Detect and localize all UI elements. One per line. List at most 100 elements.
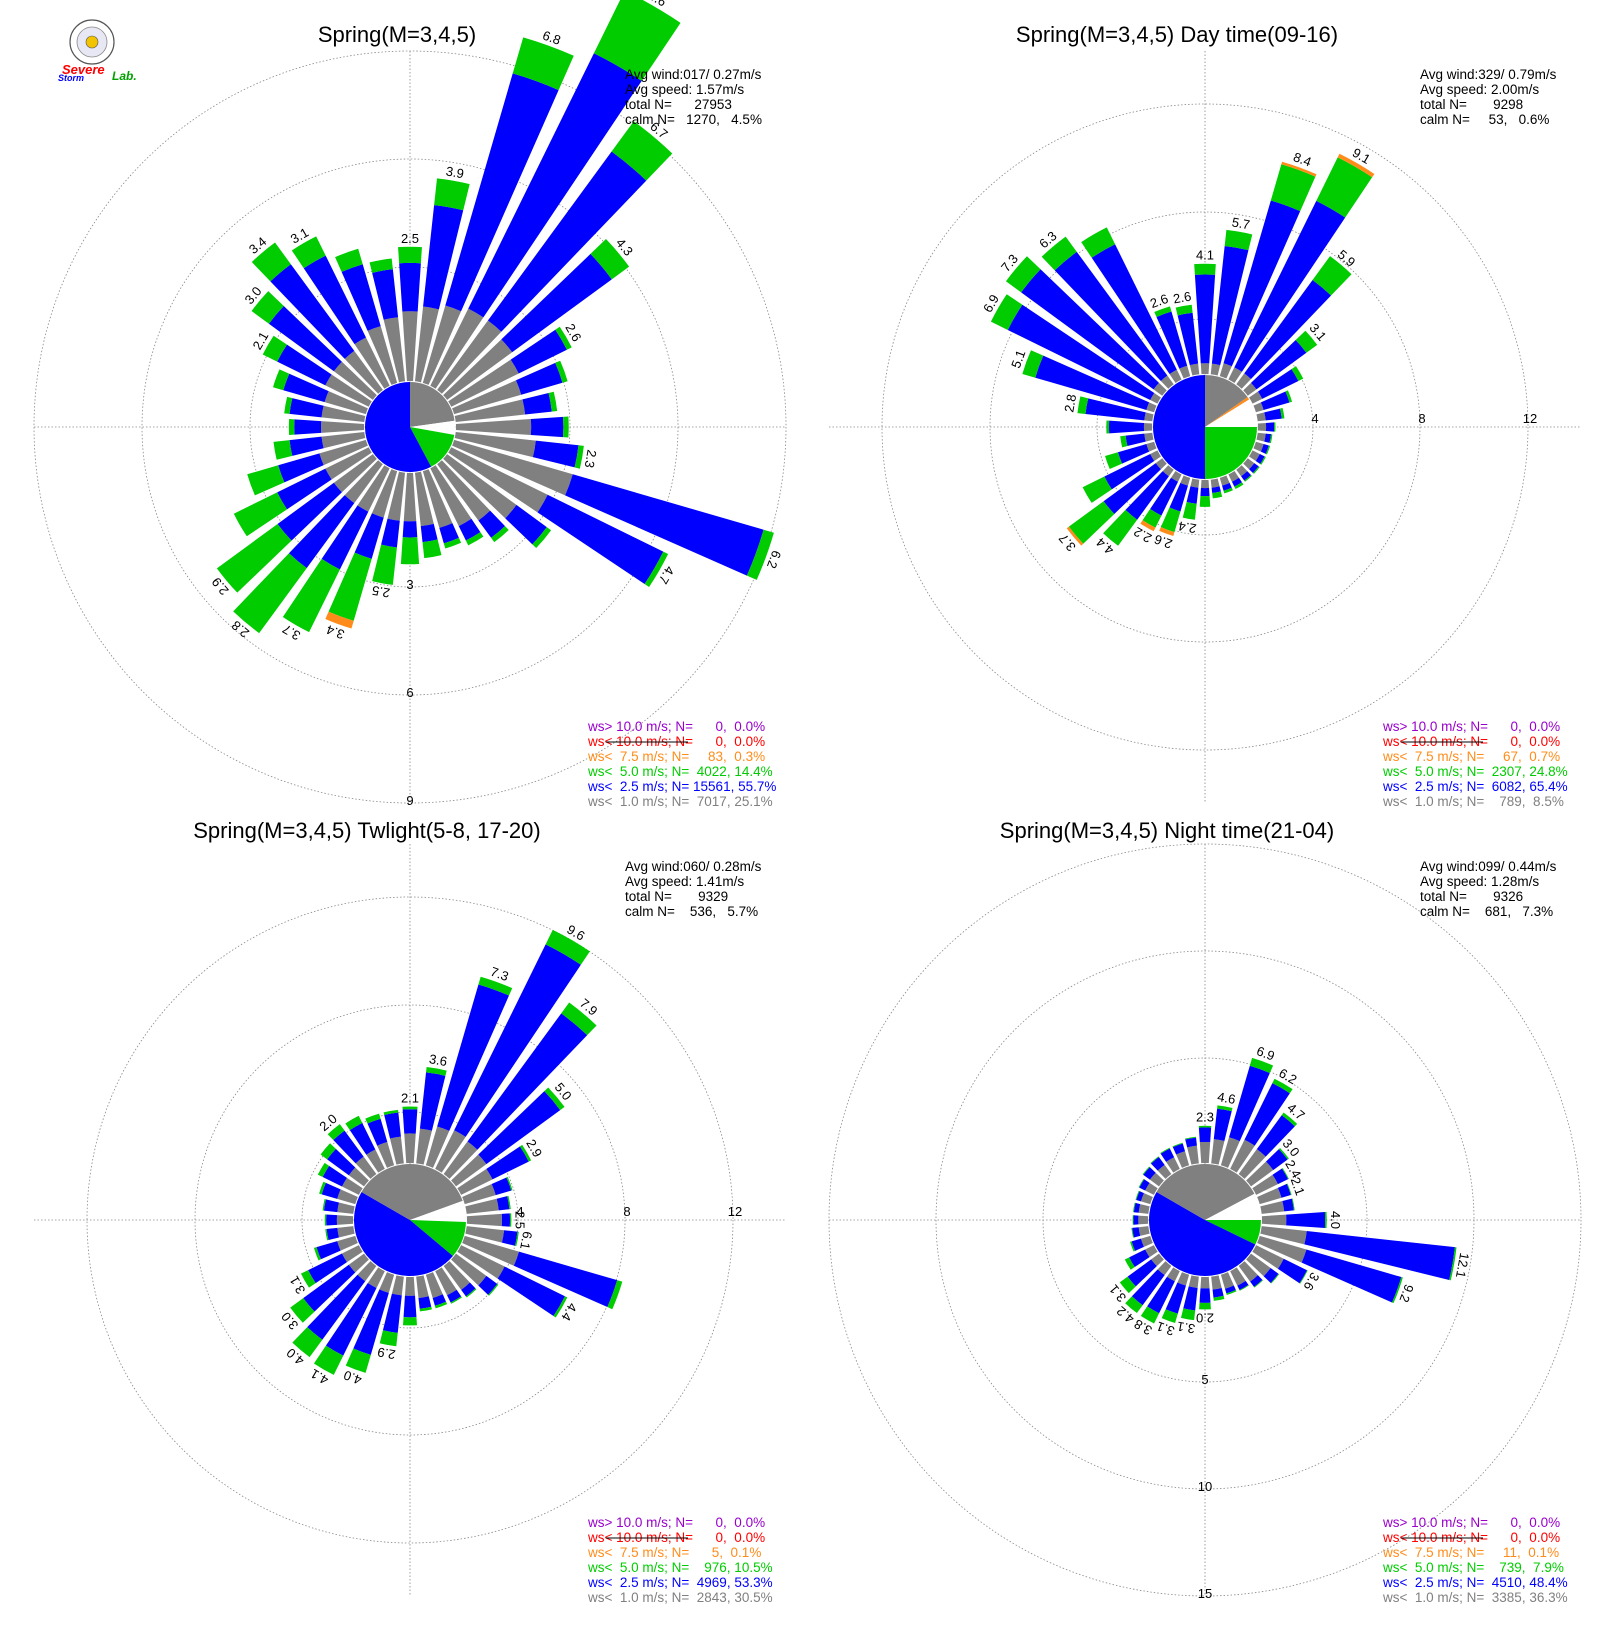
- petal-segment: [1295, 330, 1318, 353]
- petal-segment: [328, 552, 372, 621]
- petal-segment: [419, 1306, 432, 1312]
- petal-segment: [321, 1182, 341, 1199]
- petal-segment: [1155, 458, 1167, 470]
- petal-segment: [461, 1282, 476, 1297]
- petal-segment: [1177, 312, 1199, 366]
- petal-segment: [1007, 304, 1155, 401]
- petal-segment: [451, 1253, 487, 1286]
- petal-segment: [1199, 1302, 1211, 1310]
- petal-segment: [478, 1091, 561, 1165]
- petal-segment: [574, 445, 584, 469]
- petal-segment: [607, 1280, 623, 1310]
- petal-segment: [268, 305, 342, 372]
- petal-segment: [422, 539, 442, 559]
- petal-segment: [465, 1288, 477, 1298]
- petal-segment: [414, 306, 439, 383]
- petal-segment: [321, 405, 366, 423]
- petal-segment: [443, 537, 462, 549]
- petal-segment: [1131, 1269, 1165, 1306]
- petal-segment: [1266, 1149, 1288, 1171]
- petal-segment: [519, 1144, 532, 1162]
- petal-segment: [437, 460, 491, 521]
- petal-segment: [454, 431, 536, 458]
- petal-segment: [1238, 1149, 1266, 1179]
- petal-segment: [371, 469, 398, 518]
- petal-segment: [1077, 396, 1089, 415]
- petal-segment: [1147, 1276, 1175, 1314]
- petal-segment: [383, 1109, 399, 1116]
- petal-segment: [1200, 1276, 1210, 1289]
- center-pie-slice: [1153, 375, 1205, 479]
- petal-segment: [1243, 458, 1255, 470]
- petal-segment: [357, 465, 390, 512]
- petal-segment: [354, 337, 390, 389]
- center-pie-slice: [1149, 1192, 1256, 1276]
- petal-segment: [355, 1156, 377, 1179]
- petal-segment: [1144, 412, 1154, 422]
- petal-segment: [1223, 200, 1301, 367]
- petal-segment: [1217, 1105, 1233, 1112]
- petal-segment: [1199, 1141, 1211, 1164]
- petal-segment: [333, 361, 377, 400]
- petal-segment: [425, 1126, 450, 1168]
- panel-title: Spring(M=3,4,5) Day time(09-16): [1016, 22, 1338, 47]
- petal-segment: [1211, 486, 1221, 494]
- petal-percent-label: 9.2: [1396, 1282, 1416, 1304]
- severe-storm-lab-logo: Severe Storm Lab.: [58, 19, 137, 83]
- petal-segment: [1257, 1187, 1282, 1205]
- petal-segment: [1250, 1275, 1263, 1287]
- petal-segment: [326, 1227, 339, 1241]
- petal-segment: [1231, 477, 1242, 487]
- petal-segment: [1054, 251, 1168, 381]
- petal-segment: [514, 1231, 519, 1247]
- petal-segment: [1142, 1166, 1150, 1175]
- petal-percent-label: 3.1: [1154, 1319, 1176, 1339]
- petal-segment: [513, 1251, 618, 1308]
- petal-segment: [505, 504, 547, 545]
- petal-segment: [590, 239, 630, 280]
- center-pie-slice: [410, 420, 455, 435]
- petal-segment: [402, 1109, 418, 1134]
- petal-segment: [432, 1294, 447, 1306]
- center-pie-slice: [365, 382, 432, 472]
- petal-segment: [1085, 398, 1146, 421]
- petal-segment: [321, 505, 369, 570]
- petal-segment: [348, 1167, 369, 1187]
- petal-segment: [454, 399, 526, 423]
- petal-segment: [1272, 1078, 1293, 1094]
- petal-segment: [341, 1177, 363, 1195]
- petal-segment: [379, 1272, 395, 1293]
- petal-segment: [399, 262, 421, 312]
- petal-segment: [1179, 365, 1191, 379]
- petal-segment: [1316, 157, 1373, 218]
- petal-segment: [548, 391, 558, 412]
- petal-segment: [1159, 527, 1175, 537]
- petal-segment: [1301, 1249, 1402, 1303]
- petal-segment: [321, 431, 366, 449]
- petal-segment: [1252, 1174, 1278, 1195]
- petal-segment: [426, 1067, 447, 1076]
- petal-segment: [372, 269, 399, 320]
- petal-segment: [507, 1195, 511, 1210]
- petal-segment: [530, 416, 564, 438]
- petal-segment: [369, 258, 393, 273]
- petal-segment: [418, 1296, 432, 1309]
- petal-percent-label: 2.3: [1196, 1110, 1214, 1125]
- petal-segment: [478, 510, 506, 538]
- petal-segment: [1260, 391, 1290, 410]
- petal-segment: [1222, 482, 1232, 491]
- ring-scale-label: 4: [516, 1204, 523, 1219]
- petal-segment: [501, 1230, 518, 1246]
- petal-segment: [445, 73, 559, 312]
- petal-segment: [1198, 1127, 1212, 1143]
- petal-segment: [491, 1177, 512, 1196]
- petal-segment: [1286, 1183, 1292, 1196]
- petal-segment: [443, 339, 513, 400]
- petal-segment: [1210, 478, 1220, 488]
- stat-avg-speed: Avg speed: 1.57m/s: [625, 82, 744, 97]
- petal-segment: [402, 311, 418, 382]
- petal-segment: [565, 474, 764, 576]
- petal-segment: [1249, 1057, 1274, 1073]
- petal-segment: [420, 523, 438, 543]
